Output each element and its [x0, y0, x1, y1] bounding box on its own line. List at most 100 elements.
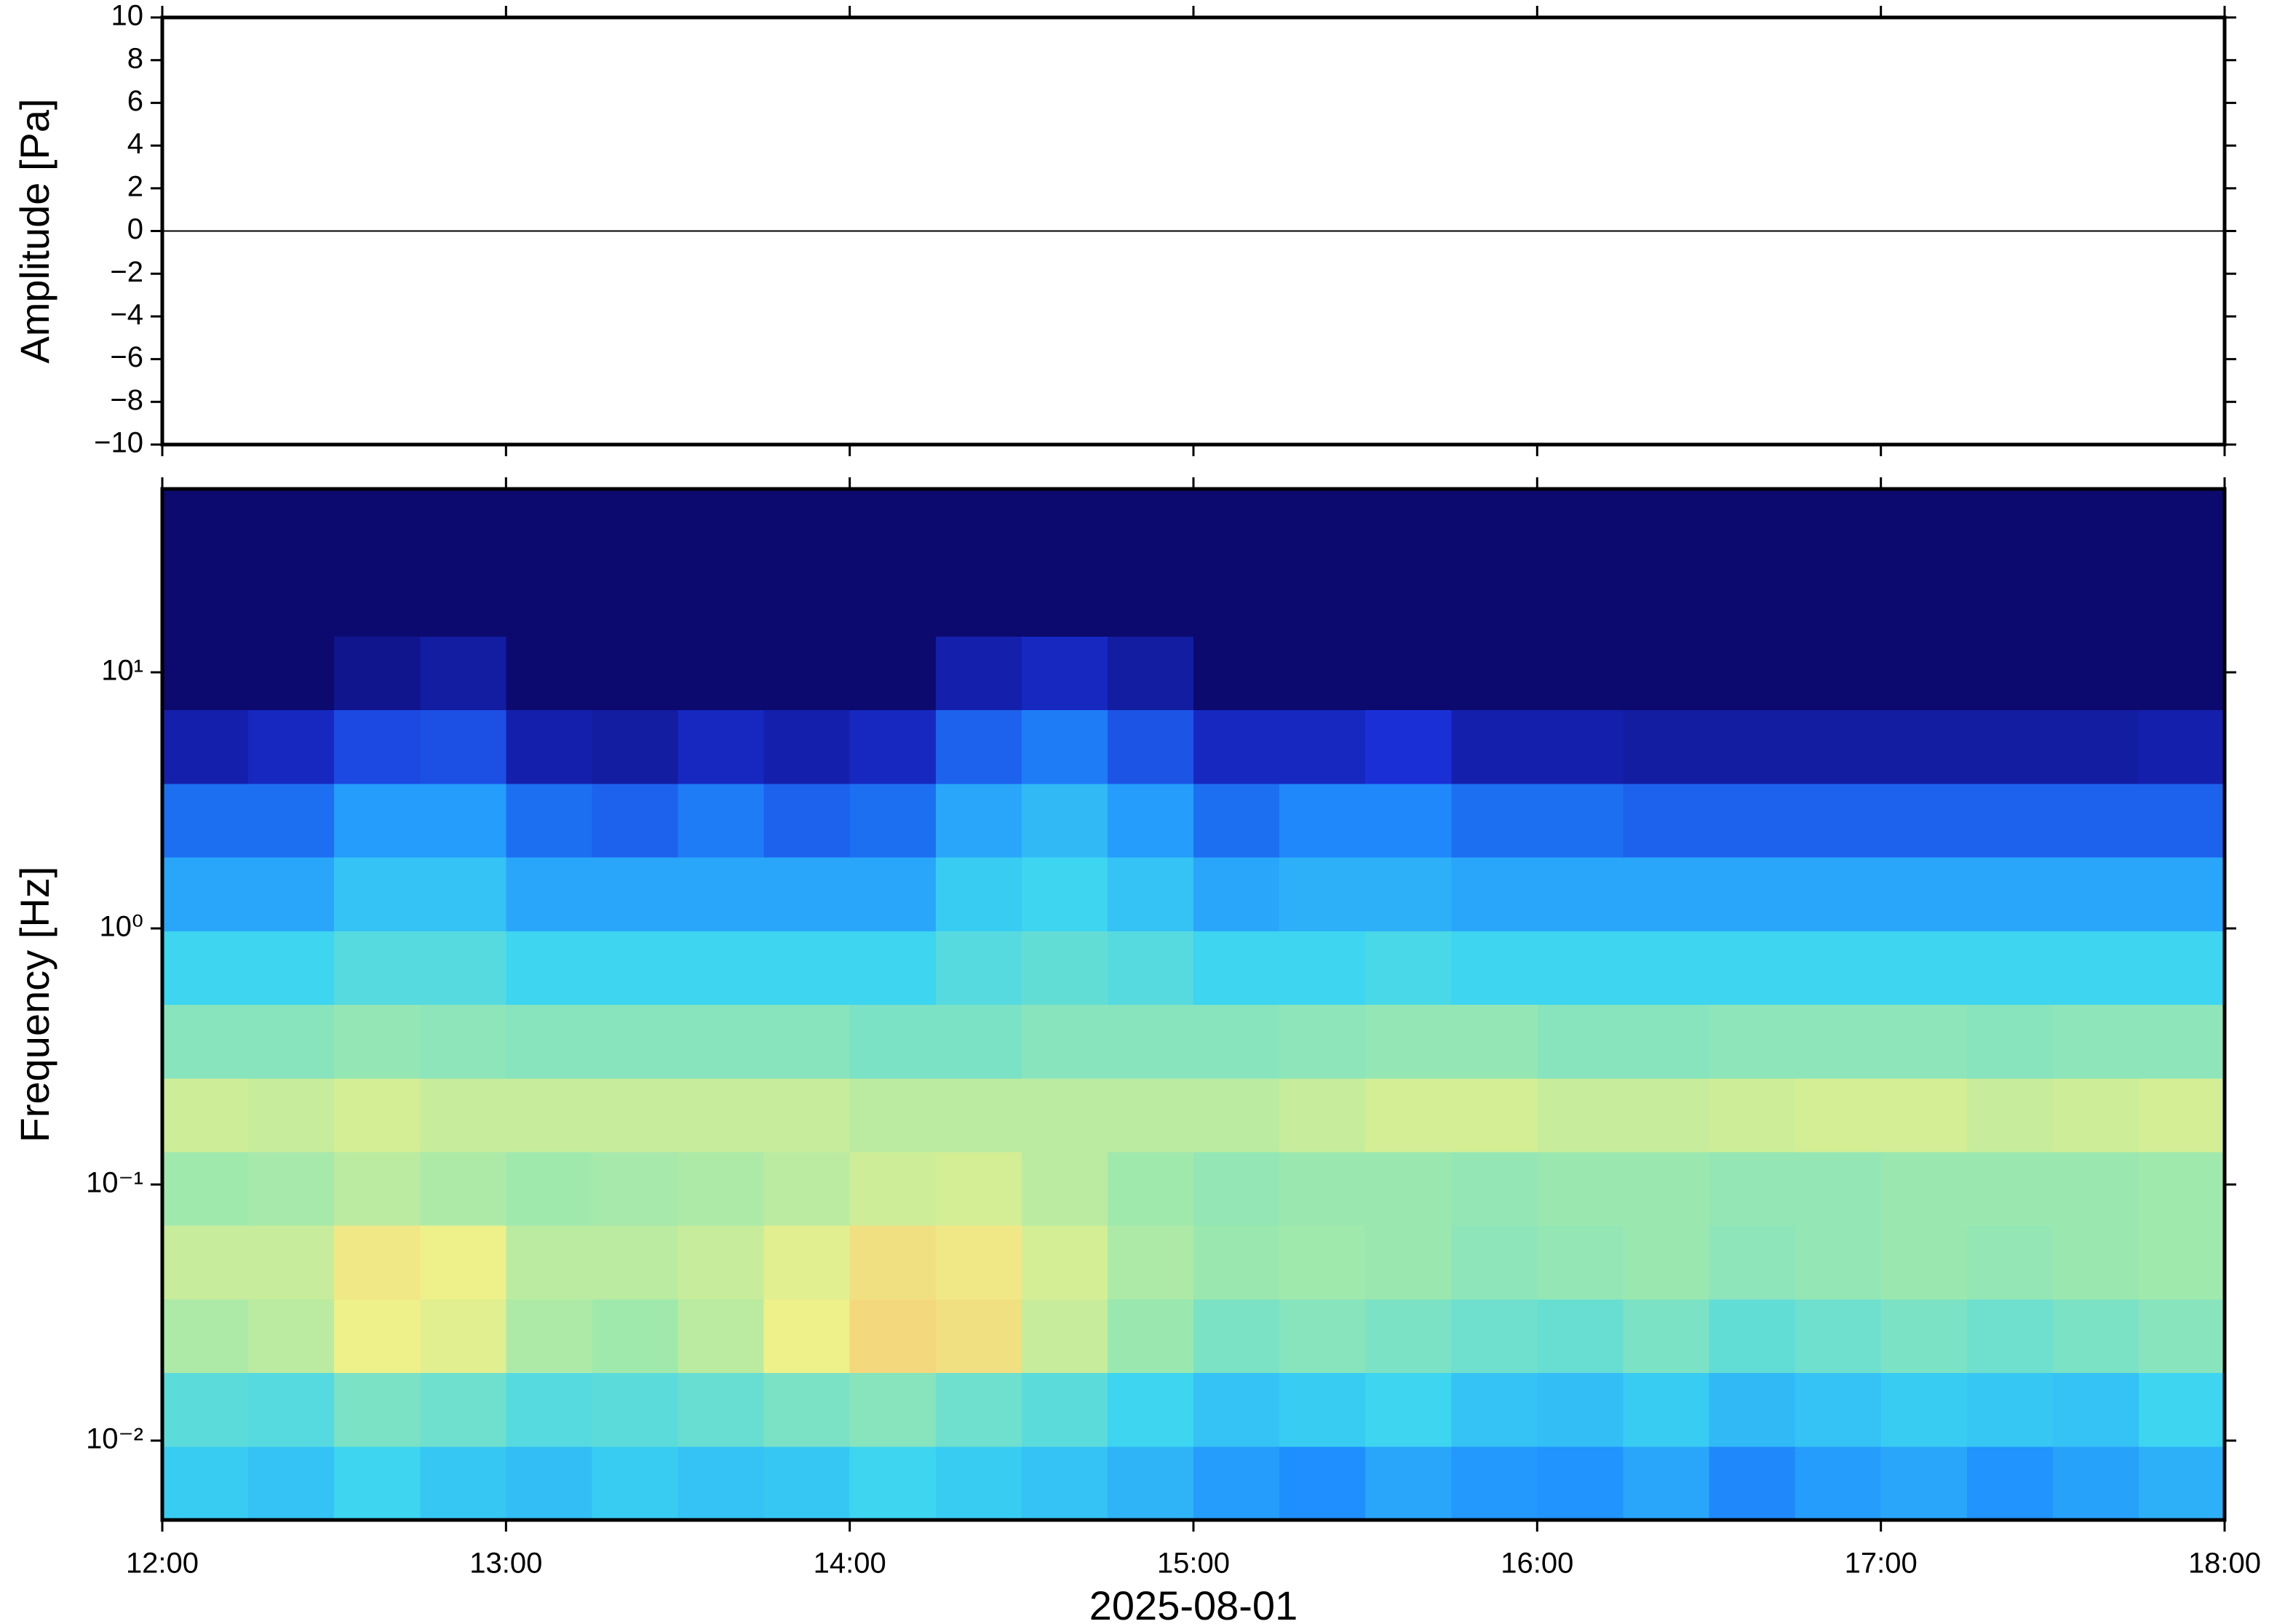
heatmap-cell — [849, 1225, 937, 1299]
x-tick-label: 13:00 — [469, 1548, 542, 1580]
heatmap-cell — [763, 636, 851, 711]
y-tick-label: −4 — [110, 298, 143, 330]
heatmap-cell — [1279, 857, 1366, 931]
heatmap-cell — [763, 709, 851, 784]
heatmap-cell — [1623, 857, 1710, 931]
heatmap-cell — [935, 783, 1022, 858]
heatmap-cell — [1451, 931, 1538, 1006]
heatmap-cell — [849, 562, 937, 637]
heatmap-cell — [1451, 1004, 1538, 1079]
heatmap-cell — [1537, 636, 1624, 711]
heatmap-cell — [763, 1299, 851, 1374]
heatmap-cell — [1365, 636, 1452, 711]
heatmap-cell — [2052, 1299, 2139, 1374]
heatmap-cell — [1709, 1225, 1796, 1299]
heatmap-cell — [334, 562, 421, 637]
heatmap-cell — [1709, 931, 1796, 1006]
heatmap-cell — [935, 931, 1022, 1006]
heatmap-cell — [1623, 1372, 1710, 1447]
heatmap-cell — [763, 1446, 851, 1521]
heatmap-cell — [1795, 709, 1882, 784]
heatmap-cell — [1021, 1299, 1108, 1374]
heatmap-cell — [935, 636, 1022, 711]
heatmap-cell — [592, 562, 679, 637]
heatmap-cell — [334, 1078, 421, 1153]
heatmap-cell — [1193, 489, 1280, 563]
heatmap-cell — [1451, 857, 1538, 931]
heatmap-cell — [1279, 636, 1366, 711]
heatmap-cell — [592, 1299, 679, 1374]
heatmap-cell — [420, 857, 506, 931]
heatmap-cell — [248, 1225, 335, 1299]
heatmap-cell — [1709, 1004, 1796, 1079]
heatmap-cell — [420, 562, 506, 637]
heatmap-cell — [334, 783, 421, 858]
heatmap-cell — [1365, 1225, 1452, 1299]
heatmap-cell — [1193, 1299, 1280, 1374]
heatmap-cell — [1966, 489, 2054, 563]
heatmap-cell — [763, 1151, 851, 1226]
heatmap-cell — [162, 1004, 249, 1079]
heatmap-cells — [162, 489, 2225, 1521]
heatmap-cell — [1279, 783, 1366, 858]
heatmap-cell — [1279, 709, 1366, 784]
heatmap-cell — [334, 1225, 421, 1299]
heatmap-cell — [1537, 1225, 1624, 1299]
heatmap-cell — [248, 931, 335, 1006]
heatmap-cell — [1966, 931, 2054, 1006]
heatmap-cell — [592, 931, 679, 1006]
y-tick-label: −6 — [110, 341, 143, 373]
heatmap-cell — [1365, 931, 1452, 1006]
heatmap-cell — [935, 1004, 1022, 1079]
heatmap-cell — [248, 489, 335, 563]
heatmap-cell — [1365, 857, 1452, 931]
heatmap-cell — [2138, 857, 2225, 931]
heatmap-cell — [2052, 1078, 2139, 1153]
heatmap-cell — [1880, 1004, 1968, 1079]
heatmap-cell — [2138, 1004, 2225, 1079]
heatmap-cell — [677, 783, 765, 858]
heatmap-cell — [1193, 1225, 1280, 1299]
heatmap-cell — [1193, 857, 1280, 931]
heatmap-cell — [1709, 1299, 1796, 1374]
heatmap-cell — [1709, 783, 1796, 858]
heatmap-cell — [1880, 931, 1968, 1006]
heatmap-cell — [1451, 1151, 1538, 1226]
heatmap-cell — [1537, 489, 1624, 563]
heatmap-cell — [1709, 1151, 1796, 1226]
heatmap-cell — [1365, 1004, 1452, 1079]
heatmap-cell — [1880, 1446, 1968, 1521]
heatmap-cell — [935, 1299, 1022, 1374]
heatmap-cell — [1537, 931, 1624, 1006]
heatmap-cell — [849, 931, 937, 1006]
heatmap-cell — [2052, 709, 2139, 784]
heatmap-cell — [506, 857, 593, 931]
heatmap-cell — [506, 636, 593, 711]
heatmap-cell — [677, 1299, 765, 1374]
heatmap-cell — [763, 857, 851, 931]
heatmap-cell — [1107, 562, 1194, 637]
y-tick-label: 10¹ — [101, 655, 143, 687]
heatmap-cell — [1795, 857, 1882, 931]
heatmap-cell — [1193, 709, 1280, 784]
heatmap-cell — [1709, 857, 1796, 931]
heatmap-cell — [1537, 562, 1624, 637]
heatmap-cell — [334, 636, 421, 711]
heatmap-cell — [1623, 709, 1710, 784]
y-tick-label: 8 — [127, 42, 143, 74]
heatmap-cell — [1021, 1151, 1108, 1226]
heatmap-cell — [1880, 857, 1968, 931]
x-tick-label: 16:00 — [1501, 1548, 1573, 1580]
heatmap-cell — [849, 1299, 937, 1374]
heatmap-cell — [420, 1225, 506, 1299]
heatmap-cell — [420, 783, 506, 858]
heatmap-cell — [162, 931, 249, 1006]
heatmap-cell — [763, 489, 851, 563]
heatmap-cell — [1709, 1078, 1796, 1153]
heatmap-cell — [1107, 1372, 1194, 1447]
heatmap-cell — [506, 1151, 593, 1226]
heatmap-cell — [248, 1151, 335, 1226]
heatmap-cell — [1795, 1004, 1882, 1079]
y-tick-label: 4 — [127, 128, 143, 160]
heatmap-cell — [677, 1225, 765, 1299]
